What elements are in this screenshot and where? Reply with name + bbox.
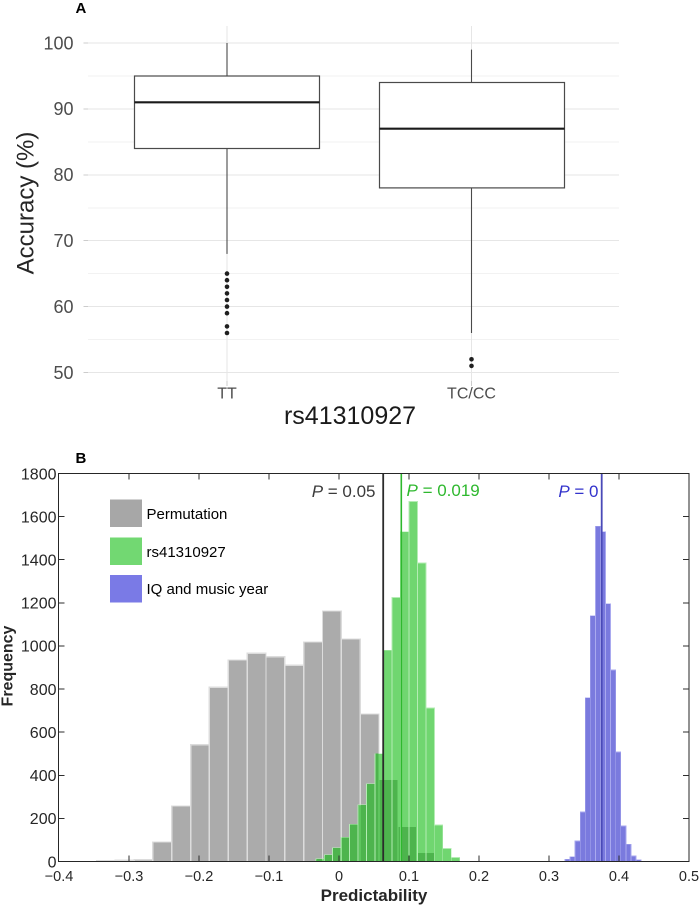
svg-text:A: A <box>76 0 87 17</box>
svg-text:rs41310927: rs41310927 <box>147 544 226 561</box>
svg-text:IQ and music year: IQ and music year <box>147 581 269 598</box>
svg-text:−0.2: −0.2 <box>185 869 214 885</box>
svg-text:400: 400 <box>30 768 57 785</box>
svg-text:600: 600 <box>30 725 57 742</box>
svg-text:200: 200 <box>30 811 57 828</box>
svg-text:70: 70 <box>53 231 73 251</box>
svg-text:1600: 1600 <box>21 509 57 526</box>
svg-text:1800: 1800 <box>21 466 57 483</box>
svg-text:−0.4: −0.4 <box>45 869 74 885</box>
svg-text:P = 0.05: P = 0.05 <box>312 482 376 501</box>
svg-text:1200: 1200 <box>21 596 57 613</box>
svg-text:1400: 1400 <box>21 553 57 570</box>
svg-text:Accuracy (%): Accuracy (%) <box>13 132 40 275</box>
svg-text:P = 0.019: P = 0.019 <box>407 481 480 500</box>
svg-text:Permutation: Permutation <box>147 506 228 523</box>
svg-text:90: 90 <box>53 99 73 119</box>
svg-text:rs41310927: rs41310927 <box>284 402 416 430</box>
svg-text:B: B <box>76 450 87 467</box>
svg-text:0: 0 <box>48 854 57 871</box>
svg-text:−0.1: −0.1 <box>255 869 284 885</box>
svg-text:P = 0: P = 0 <box>558 482 598 501</box>
svg-text:0.1: 0.1 <box>399 869 419 885</box>
svg-text:Predictability: Predictability <box>321 886 428 905</box>
svg-text:TT: TT <box>217 386 237 403</box>
svg-text:0.2: 0.2 <box>469 869 489 885</box>
svg-text:1000: 1000 <box>21 639 57 656</box>
svg-text:0.5: 0.5 <box>679 869 699 885</box>
svg-text:−0.3: −0.3 <box>115 869 144 885</box>
svg-text:100: 100 <box>43 33 73 53</box>
svg-text:0: 0 <box>335 869 343 885</box>
svg-text:Frequency: Frequency <box>0 625 17 706</box>
svg-text:0.3: 0.3 <box>539 869 559 885</box>
svg-text:80: 80 <box>53 165 73 185</box>
svg-text:0.4: 0.4 <box>609 869 629 885</box>
svg-text:TC/CC: TC/CC <box>447 386 496 403</box>
svg-text:50: 50 <box>53 363 73 383</box>
svg-text:800: 800 <box>30 682 57 699</box>
svg-text:60: 60 <box>53 297 73 317</box>
